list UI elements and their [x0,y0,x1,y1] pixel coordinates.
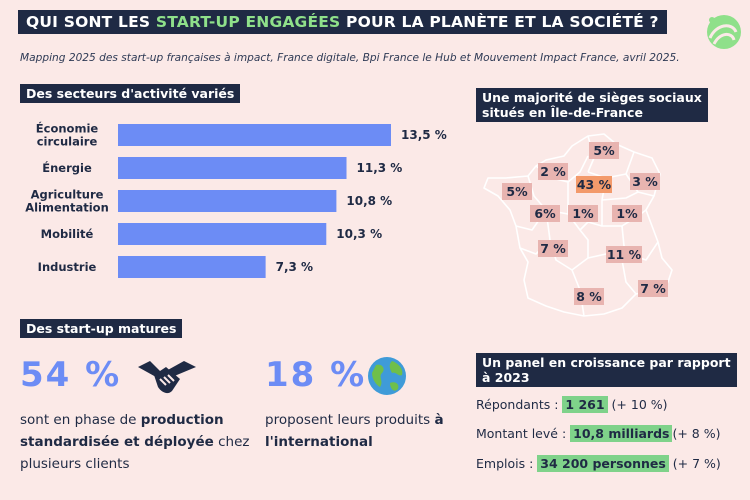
stat-production-value: 54 % [20,355,122,395]
stat-international-value: 18 % [265,355,367,395]
category-label-2: Agriculture Alimentation [25,188,109,215]
bar-4 [118,256,266,278]
title-highlight: START-UP ENGAGÉES [155,13,341,31]
funds-value: 10,8 milliards [570,425,673,442]
region-badge-7 [612,205,642,222]
region-badge-1 [538,163,568,180]
section-mature-label: Des start-up matures [20,319,183,338]
section-sectors-label: Des secteurs d'activité variés [20,84,241,103]
region-badge-0 [589,142,619,159]
region-value-3: 3 % [632,174,658,189]
panel-jobs: Emplois : 34 200 personnes (+ 7 %) [476,455,721,472]
bar-1 [118,157,347,179]
region-badge-6 [568,205,598,222]
map-outline [483,133,673,317]
stat-production-text: sont en phase de production standardisée… [20,412,250,472]
value-label-1: 11,3 % [357,161,403,175]
region-value-5: 6% [534,206,556,221]
source-subtitle: Mapping 2025 des start-up françaises à i… [20,52,680,64]
respondents-value: 1 261 [562,396,608,413]
region-badge-11 [638,280,668,297]
section-panel-label: Un panel en croissance par rapport à 2023 [476,353,737,387]
handshake-icon [138,361,196,394]
region-badge-9 [606,246,642,263]
jobs-value: 34 200 personnes [537,455,669,472]
category-label-4: Industrie [38,260,97,274]
value-label-4: 7,3 % [276,260,313,274]
region-badge-3 [630,173,660,190]
category-label-3: Mobilité [41,227,94,241]
panel-respondents: Répondants : 1 261 (+ 10 %) [476,396,668,413]
region-badge-5 [530,205,560,222]
region-value-1: 2 % [540,164,566,179]
section-hq-label: Une majorité de sièges sociaux situés en … [476,88,708,122]
value-label-0: 13,5 % [401,128,447,142]
region-value-10: 8 % [576,289,602,304]
logo-icon [707,15,741,49]
region-value-4: 5% [506,184,528,199]
region-badge-10 [574,288,604,305]
region-badge-8 [538,240,568,257]
stat-international-text: proposent leurs produits à l'internation… [265,412,444,450]
region-value-2: 43 % [577,177,612,192]
region-badge-2 [576,176,612,193]
panel-funds-raised: Montant levé : 10,8 milliards (+ 8 %) [476,425,721,442]
region-value-0: 5% [593,143,615,158]
bar-0 [118,124,391,146]
region-value-11: 7 % [640,281,666,296]
region-value-8: 7 % [540,241,566,256]
map-labels: 5% 2 % 43 % 3 % 5% 6% 1% 1% 7 % 11 % 8 % 7 % [502,142,668,305]
page-title: QUI SONT LES START-UP ENGAGÉES POUR LA P… [18,10,667,34]
region-value-9: 11 % [607,247,642,262]
bar-3 [118,223,327,245]
france-region-map: 5% 2 % 43 % 3 % 5% 6% 1% 1% 7 % 11 % 8 % 7 % [483,133,673,317]
region-value-7: 1% [616,206,638,221]
globe-icon [368,357,406,395]
category-label-0: Économie circulaire [36,121,99,149]
region-badge-4 [502,183,532,200]
region-value-6: 1% [572,206,594,221]
bar-2 [118,190,337,212]
category-label-1: Énergie [42,160,92,175]
value-label-2: 10,8 % [346,194,392,208]
sector-bar-chart: Économie circulaire 13,5 % Énergie 11,3 % Agr… [25,121,447,278]
value-label-3: 10,3 % [336,227,382,241]
